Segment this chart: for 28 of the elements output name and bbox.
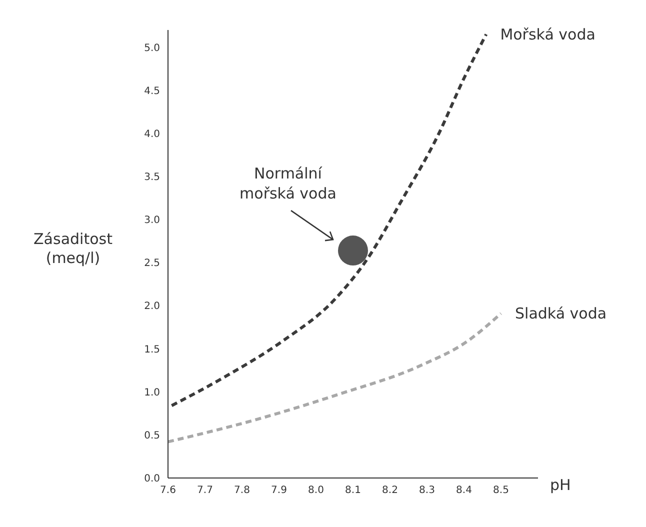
y-tick-label: 2.0	[144, 301, 160, 312]
y-tick-label: 4.5	[144, 86, 160, 97]
x-tick-label: 7.9	[271, 485, 287, 496]
y-tick-label: 0.0	[144, 474, 160, 485]
x-tick-label: 8.0	[308, 485, 324, 496]
line-series	[168, 312, 502, 444]
x-tick-label: 8.2	[382, 485, 398, 496]
x-tick-label: 7.6	[160, 485, 176, 496]
y-tick-label: 5.0	[144, 42, 160, 54]
x-tick-label: 8.3	[419, 485, 435, 496]
series-label: Sladká voda	[515, 304, 607, 322]
y-tick-label: 1.5	[144, 344, 160, 356]
annotation: Normální mořská voda	[240, 164, 336, 203]
y-tick-label: 4.0	[144, 128, 160, 140]
x-tick-label: 7.7	[197, 485, 213, 496]
x-tick-label: 8.5	[493, 485, 509, 496]
x-tick-label: 8.1	[345, 485, 361, 496]
x-tick-label: 7.8	[234, 485, 250, 496]
x-axis-title: pH	[550, 476, 571, 494]
y-axis-title: Zásaditost (meq/l)	[34, 230, 113, 267]
series-label: Mořská voda	[500, 25, 596, 44]
y-tick-label: 0.5	[144, 430, 160, 442]
line-series	[170, 32, 488, 408]
x-tick-label: 8.4	[456, 485, 472, 496]
y-tick-label: 1.0	[144, 387, 160, 398]
y-tick-label: 3.5	[144, 172, 160, 184]
y-tick-label: 3.0	[144, 215, 160, 226]
y-tick-label: 2.5	[144, 258, 160, 270]
